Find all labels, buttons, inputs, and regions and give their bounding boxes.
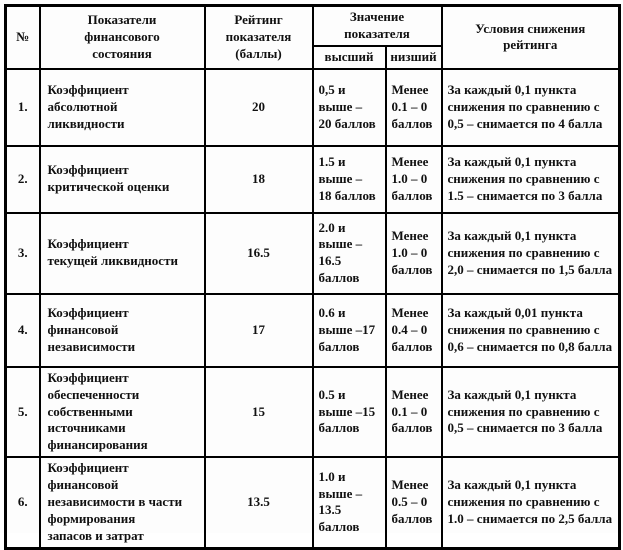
document-page: № Показатели финансового состояния Рейти…	[4, 4, 621, 550]
row-number-cell: 4.	[4, 292, 41, 368]
indicator-cell: Коэффициент финансовой независимости в ч…	[38, 456, 206, 550]
conditions-cell: За каждый 0,1 пункта снижения по сравнен…	[440, 144, 621, 214]
header-value: Значение показателя	[311, 4, 443, 47]
value-high-cell: 1.5 и выше – 18 баллов	[311, 144, 387, 214]
indicator-cell: Коэффициент финансовой независимости	[38, 292, 206, 368]
indicator-cell: Коэффициент обеспеченности собственными …	[38, 365, 206, 459]
indicator-cell: Коэффициент критической оценки	[38, 144, 206, 214]
rating-cell: 18	[203, 144, 314, 214]
row-number-cell: 2.	[4, 144, 41, 214]
header-conditions: Условия снижения рейтинга	[440, 4, 621, 70]
value-low-cell: Менее 0.1 – 0 баллов	[384, 67, 443, 147]
conditions-cell: За каждый 0,1 пункта снижения по сравнен…	[440, 67, 621, 147]
value-high-cell: 2.0 и выше – 16.5 баллов	[311, 211, 387, 295]
rating-cell: 15	[203, 365, 314, 459]
conditions-cell: За каждый 0,01 пункта снижения по сравне…	[440, 292, 621, 368]
table-row: 1. Коэффициент абсолютной ликвидности 20…	[4, 67, 621, 147]
header-indicator: Показатели финансового состояния	[38, 4, 206, 70]
conditions-cell: За каждый 0,1 пункта снижения по сравнен…	[440, 456, 621, 550]
row-number-cell: 3.	[4, 211, 41, 295]
value-low-cell: Менее 1.0 – 0 баллов	[384, 144, 443, 214]
value-high-cell: 0,5 и выше – 20 баллов	[311, 67, 387, 147]
row-number-cell: 6.	[4, 456, 41, 550]
value-high-cell: 0.6 и выше –17 баллов	[311, 292, 387, 368]
header-number: №	[4, 4, 41, 70]
value-low-cell: Менее 0.5 – 0 баллов	[384, 456, 443, 550]
conditions-cell: За каждый 0,1 пункта снижения по сравнен…	[440, 211, 621, 295]
table-row: 4. Коэффициент финансовой независимости …	[4, 292, 621, 368]
table-row: 2. Коэффициент критической оценки 18 1.5…	[4, 144, 621, 214]
header-value-low: низший	[384, 44, 443, 70]
rating-cell: 20	[203, 67, 314, 147]
header-rating: Рейтинг показателя (баллы)	[203, 4, 314, 70]
value-low-cell: Менее 0.1 – 0 баллов	[384, 365, 443, 459]
financial-rating-table: № Показатели финансового состояния Рейти…	[4, 4, 621, 550]
value-high-cell: 0.5 и выше –15 баллов	[311, 365, 387, 459]
indicator-cell: Коэффициент абсолютной ликвидности	[38, 67, 206, 147]
row-number-cell: 1.	[4, 67, 41, 147]
rating-cell: 17	[203, 292, 314, 368]
value-low-cell: Менее 0.4 – 0 баллов	[384, 292, 443, 368]
header-value-high: высший	[311, 44, 387, 70]
rating-cell: 13.5	[203, 456, 314, 550]
indicator-cell: Коэффициент текущей ликвидности	[38, 211, 206, 295]
conditions-cell: За каждый 0,1 пункта снижения по сравнен…	[440, 365, 621, 459]
rating-cell: 16.5	[203, 211, 314, 295]
table-row: 6. Коэффициент финансовой независимости …	[4, 456, 621, 550]
value-low-cell: Менее 1.0 – 0 баллов	[384, 211, 443, 295]
table-row: 3. Коэффициент текущей ликвидности 16.5 …	[4, 211, 621, 295]
value-high-cell: 1.0 и выше – 13.5 баллов	[311, 456, 387, 550]
table-row: 5. Коэффициент обеспеченности собственны…	[4, 365, 621, 459]
row-number-cell: 5.	[4, 365, 41, 459]
